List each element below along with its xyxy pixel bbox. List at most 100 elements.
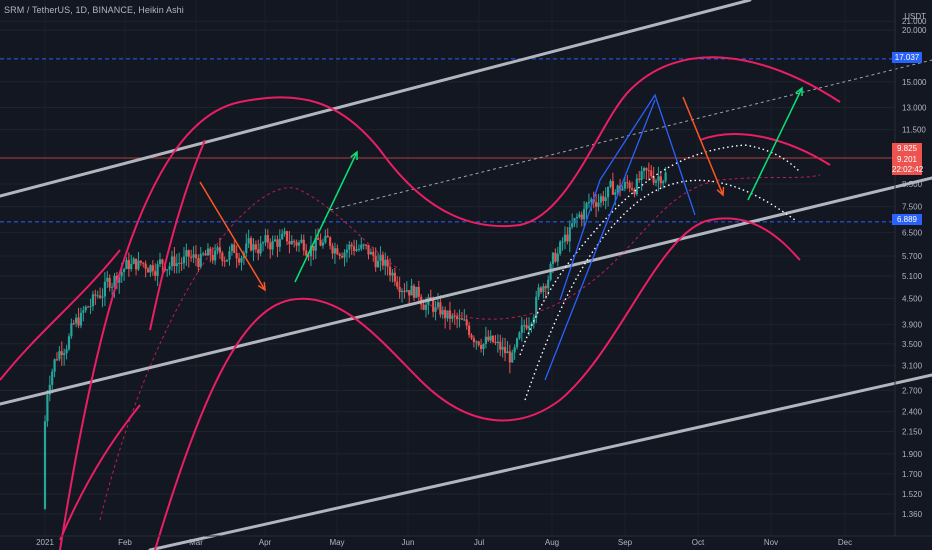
candle-body <box>602 196 605 202</box>
candle-body <box>305 250 308 256</box>
candle-body <box>652 176 655 183</box>
candle-body <box>374 255 377 268</box>
candle-body <box>125 260 128 270</box>
y-tick-label: 4.500 <box>902 295 923 304</box>
candle-body <box>132 258 135 264</box>
candle-body <box>218 247 222 253</box>
candle-body <box>635 178 638 195</box>
dotted-curve <box>519 144 801 356</box>
candle-body <box>285 231 289 242</box>
candle-body <box>376 260 380 268</box>
arc-curve <box>699 133 831 166</box>
candle-body <box>281 233 284 240</box>
candle-body <box>456 315 459 320</box>
candle-body <box>233 244 236 253</box>
candle-body <box>197 258 200 268</box>
price-tag-high: 17.037 <box>892 52 922 63</box>
candle-body <box>338 254 341 256</box>
candle-body <box>273 239 277 242</box>
candle-body <box>353 246 356 251</box>
candle-body <box>204 253 207 256</box>
candle-body <box>525 325 528 329</box>
candle-body <box>633 189 636 195</box>
candle-body <box>606 186 610 198</box>
candle-body <box>276 239 279 247</box>
candle-body <box>554 252 557 262</box>
candle-body <box>317 238 320 240</box>
candle-body <box>51 371 54 385</box>
candle-body <box>321 242 325 246</box>
candle-body <box>616 185 619 193</box>
candle-body <box>257 249 260 254</box>
candle-body <box>506 351 509 354</box>
candle-body <box>209 248 212 256</box>
candle-body <box>48 384 51 395</box>
candle-body <box>139 260 142 263</box>
candle-body <box>362 244 365 246</box>
candle-body <box>556 253 559 262</box>
candle-body <box>518 332 521 339</box>
candle-body <box>360 244 363 249</box>
forecast-arrow-head <box>795 86 803 97</box>
candle-body <box>400 290 404 293</box>
candle-body <box>398 286 401 293</box>
candle-body <box>247 238 250 244</box>
arc-curve <box>154 217 801 550</box>
candle-body <box>503 347 507 354</box>
candle-body <box>575 216 579 219</box>
candle-body <box>580 214 583 220</box>
candle-body <box>604 197 607 202</box>
candle-body <box>350 244 353 247</box>
candle-body <box>113 275 116 288</box>
candle-body <box>539 287 543 293</box>
candle-body <box>144 263 147 269</box>
candle-body <box>190 256 193 258</box>
candle-body <box>489 335 492 341</box>
candle-body <box>154 271 157 276</box>
candle-body <box>650 170 653 177</box>
candle-body <box>422 304 425 310</box>
candle-body <box>240 258 243 263</box>
candle-body <box>202 253 205 255</box>
candle-body <box>158 259 162 265</box>
candle-body <box>214 250 217 261</box>
candle-body <box>55 359 59 361</box>
candle-body <box>369 251 372 255</box>
arc-curve <box>0 249 121 381</box>
candle-body <box>372 251 375 256</box>
candle-body <box>259 243 262 254</box>
candle-body <box>283 231 286 234</box>
candle-body <box>662 181 665 184</box>
candle-body <box>130 263 133 270</box>
candle-body <box>412 285 416 298</box>
candle-body <box>559 241 562 254</box>
y-tick-label: 1.360 <box>902 510 923 519</box>
time-axis[interactable]: 2021 Feb Mar Apr May Jun Jul Aug Sep Oct Nov Dec <box>0 535 932 547</box>
candle-body <box>312 245 315 251</box>
candle-body <box>226 259 229 262</box>
candle-body <box>142 262 145 264</box>
candle-body <box>475 341 478 343</box>
candle-body <box>494 341 497 343</box>
x-tick-label: Nov <box>764 538 778 547</box>
candle-body <box>640 171 643 180</box>
candle-body <box>463 319 466 321</box>
forecast-arrow-head <box>257 281 266 292</box>
candle-body <box>185 250 188 257</box>
candle-body <box>300 239 303 243</box>
candle-body <box>120 271 123 277</box>
y-tick-label: 3.900 <box>902 320 923 329</box>
candle-body <box>77 317 80 326</box>
candle-body <box>403 290 406 292</box>
candle-body <box>65 349 68 354</box>
candle-body <box>237 258 241 263</box>
candle-body <box>127 260 130 270</box>
candle-body <box>288 241 291 245</box>
candle-body <box>480 345 483 350</box>
candle-body <box>149 265 152 273</box>
candle-body <box>266 235 269 243</box>
candle-body <box>654 180 658 183</box>
